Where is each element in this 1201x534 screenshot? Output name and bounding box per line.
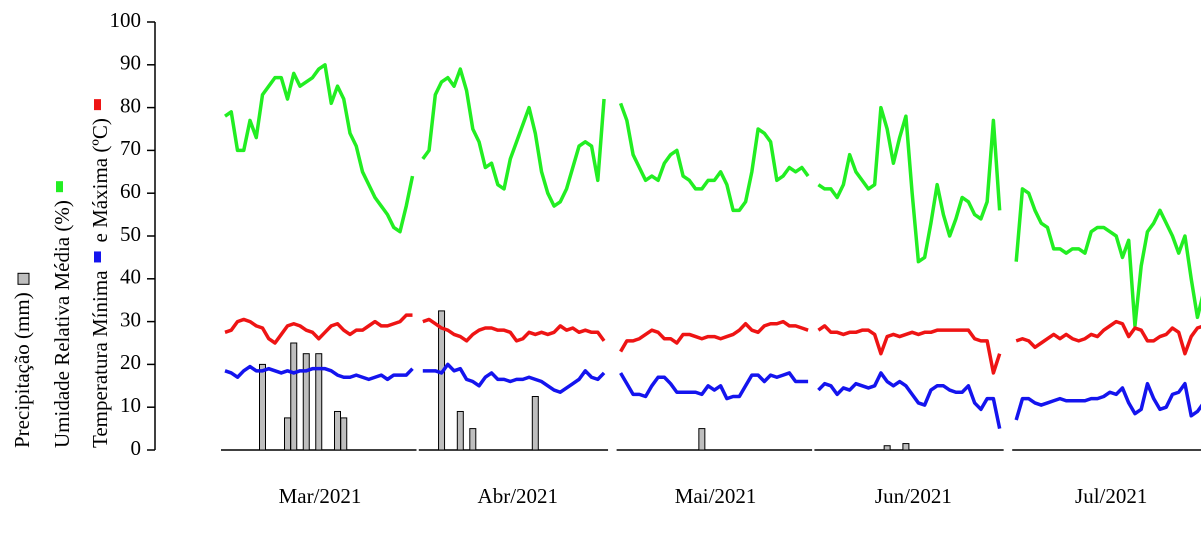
y-tick-label: 100: [110, 8, 142, 32]
line-tmax: [422, 317, 606, 343]
bar: [284, 417, 291, 451]
y-tick-label: 50: [120, 222, 141, 246]
bar: [259, 363, 266, 451]
bar: [438, 310, 446, 451]
legend-swatch: [17, 272, 30, 285]
line-tmin: [422, 362, 606, 394]
line-tmin: [224, 364, 414, 382]
legend-label: Precipitação (mm): [10, 292, 34, 448]
x-tick-label: Jun/2021: [875, 484, 952, 508]
bar: [902, 443, 910, 451]
y-tick-label: 10: [120, 393, 141, 417]
x-tick-label: Mai/2021: [675, 484, 757, 508]
line-tmin: [1014, 381, 1201, 421]
y-tick-label: 60: [120, 179, 141, 203]
bar: [302, 353, 310, 451]
y-tick-label: 90: [120, 51, 141, 75]
x-tick-label: Abr/2021: [478, 484, 559, 508]
y-label-line: Temperatura Mínima e Máxima (ºC): [88, 99, 112, 448]
legend-swatch: [56, 181, 63, 193]
bar: [698, 428, 706, 451]
legend-label: Temperatura Mínima: [88, 270, 112, 448]
bar: [334, 410, 341, 451]
bar: [315, 353, 323, 451]
y-tick-label: 0: [131, 436, 142, 460]
line-humidity: [1014, 187, 1201, 328]
bar: [531, 396, 539, 451]
line-tmax: [817, 324, 1002, 375]
y-label-line: Umidade Relativa Média (%): [50, 181, 74, 448]
y-tick-label: 80: [120, 93, 141, 117]
line-humidity: [817, 105, 1002, 264]
legend-swatch: [94, 251, 101, 263]
line-humidity: [421, 67, 606, 208]
line-tmin: [817, 371, 1002, 429]
legend-label: e Máxima (ºC): [88, 118, 112, 242]
line-humidity: [618, 102, 810, 213]
x-tick-label: Jul/2021: [1075, 484, 1147, 508]
y-tick-label: 40: [120, 265, 141, 289]
bar: [340, 417, 348, 451]
line-tmax: [224, 313, 413, 345]
x-tick-label: Mar/2021: [279, 484, 362, 508]
line-tmax: [619, 319, 809, 353]
line-tmin: [619, 371, 809, 401]
line-tmax: [1015, 319, 1201, 356]
legend-label: Umidade Relativa Média (%): [50, 200, 74, 448]
y-tick-label: 30: [120, 307, 141, 331]
bar: [469, 428, 477, 451]
bar: [290, 342, 298, 451]
bar: [883, 445, 891, 451]
y-label-line: Precipitação (mm): [10, 272, 34, 448]
bar: [456, 410, 464, 451]
y-tick-label: 70: [120, 136, 141, 160]
y-tick-label: 20: [120, 350, 141, 374]
legend-swatch: [94, 99, 101, 111]
line-humidity: [224, 63, 415, 234]
